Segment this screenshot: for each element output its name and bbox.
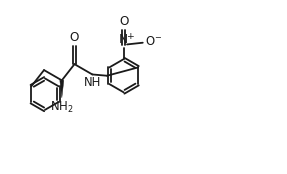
Text: O: O: [119, 15, 128, 28]
Text: NH: NH: [84, 76, 102, 89]
Text: O: O: [70, 31, 79, 44]
Polygon shape: [60, 80, 64, 98]
Text: +: +: [126, 32, 133, 41]
Text: N: N: [119, 33, 128, 46]
Text: NH$_2$: NH$_2$: [50, 100, 73, 115]
Text: O$^{-}$: O$^{-}$: [145, 35, 162, 48]
